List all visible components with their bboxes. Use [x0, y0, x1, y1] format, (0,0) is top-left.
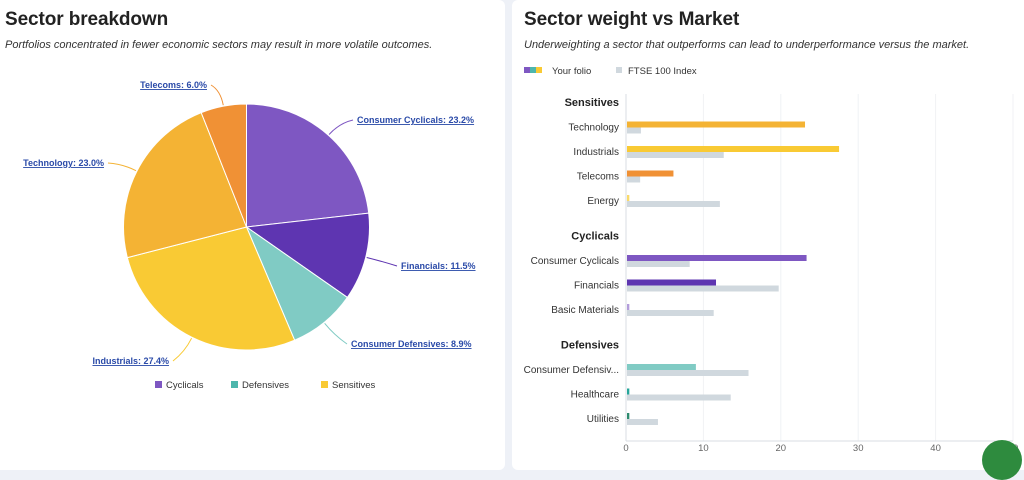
index-bar[interactable]	[627, 310, 714, 316]
folio-bar[interactable]	[627, 121, 806, 128]
x-tick-label: 20	[776, 443, 787, 451]
pie-legend-item[interactable]: Sensitives	[332, 380, 376, 391]
pie-slice[interactable]	[123, 111, 248, 259]
folio-bar[interactable]	[627, 279, 717, 286]
pie-leader-line	[324, 322, 348, 345]
category-label: Technology	[568, 123, 619, 134]
category-label: Energy	[587, 196, 619, 207]
pie-legend-item[interactable]: Cyclicals	[166, 380, 204, 391]
group-label: Defensives	[561, 340, 619, 352]
pie-slice-label[interactable]: Consumer Cyclicals: 23.2%	[357, 115, 474, 125]
index-bar[interactable]	[627, 419, 658, 425]
pie-legend-item[interactable]: Defensives	[242, 380, 289, 391]
sector-weight-card: Sector weight vs Market Underweighting a…	[512, 0, 1024, 470]
category-label: Healthcare	[571, 390, 620, 401]
legend-swatch-icon	[155, 381, 162, 388]
folio-bar[interactable]	[627, 413, 630, 419]
legend-swatch-icon	[536, 67, 542, 73]
legend-swatch-icon	[231, 381, 238, 388]
pie-leader-line	[328, 119, 354, 135]
pie-slice[interactable]	[245, 212, 370, 299]
x-tick-label: 10	[698, 443, 709, 451]
index-bar[interactable]	[627, 152, 724, 158]
category-label: Industrials	[573, 147, 619, 158]
folio-bar[interactable]	[627, 388, 630, 395]
index-bar[interactable]	[627, 394, 731, 401]
pie-slice[interactable]	[200, 103, 247, 228]
index-bar[interactable]	[627, 201, 720, 207]
pie-slice-label[interactable]: Consumer Defensives: 8.9%	[351, 339, 472, 349]
group-label: Sensitives	[565, 97, 619, 109]
x-tick-label: 0	[623, 443, 628, 451]
folio-bar[interactable]	[627, 255, 807, 261]
sector-weight-subtitle: Underweighting a sector that outperforms…	[524, 39, 970, 51]
legend-swatch-icon	[524, 67, 530, 73]
legend-swatch-icon	[616, 67, 622, 73]
pie-slice-label[interactable]: Industrials: 27.4%	[92, 356, 169, 366]
folio-bar[interactable]	[627, 195, 630, 201]
folio-bar[interactable]	[627, 170, 674, 177]
pie-slice[interactable]	[246, 103, 370, 228]
index-bar[interactable]	[627, 261, 690, 267]
category-label: Financials	[574, 281, 619, 292]
legend-swatch-icon	[321, 381, 328, 388]
pie-slice-label[interactable]: Financials: 11.5%	[401, 261, 476, 271]
bar-legend-index[interactable]: FTSE 100 Index	[628, 66, 697, 77]
pie-slice-label[interactable]: Telecoms: 6.0%	[140, 80, 207, 90]
sector-weight-title: Sector weight vs Market	[524, 9, 740, 30]
folio-bar[interactable]	[627, 364, 696, 370]
sector-breakdown-subtitle: Portfolios concentrated in fewer economi…	[5, 39, 433, 51]
category-label: Telecoms	[577, 172, 619, 183]
group-label: Cyclicals	[571, 231, 619, 243]
bar-legend-your-folio[interactable]: Your folio	[552, 66, 591, 77]
pie-leader-line	[107, 162, 137, 172]
folio-bar[interactable]	[627, 146, 840, 152]
category-label: Consumer Cyclicals	[531, 256, 619, 267]
index-bar[interactable]	[627, 127, 641, 134]
index-bar[interactable]	[627, 285, 779, 292]
x-tick-label: 40	[930, 443, 941, 451]
index-bar[interactable]	[627, 176, 641, 183]
category-label: Basic Materials	[551, 305, 619, 316]
sector-pie-chart: Consumer Cyclicals: 23.2% Financials: 11.…	[23, 80, 476, 391]
sector-breakdown-title: Sector breakdown	[5, 9, 169, 30]
folio-bar[interactable]	[627, 304, 630, 310]
chat-widget-button[interactable]	[982, 440, 1022, 480]
index-bar[interactable]	[627, 370, 749, 376]
category-label: Utilities	[587, 414, 619, 425]
category-label: Consumer Defensiv...	[524, 365, 619, 376]
x-tick-label: 30	[853, 443, 864, 451]
pie-leader-line	[172, 337, 193, 362]
pie-leader-line	[366, 256, 398, 267]
pie-slice[interactable]	[126, 226, 296, 351]
pie-leader-line	[210, 84, 224, 106]
legend-swatch-icon	[530, 67, 536, 73]
pie-slice-label[interactable]: Technology: 23.0%	[23, 158, 104, 168]
